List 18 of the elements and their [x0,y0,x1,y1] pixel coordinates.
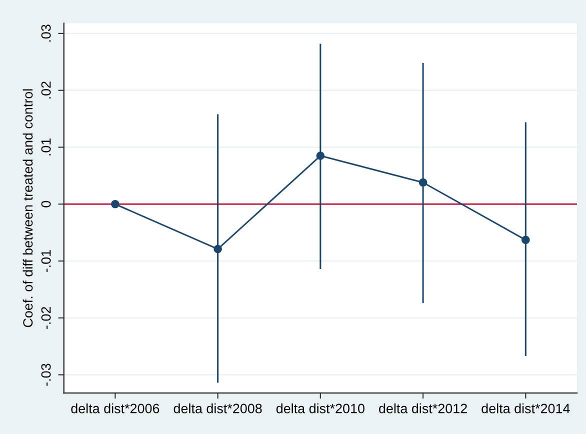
y-tick-label: .01 [41,138,51,156]
point [522,236,530,244]
x-tick-label: delta dist*2014 [482,403,570,414]
x-tick-label: delta dist*2008 [174,403,262,414]
point [316,152,325,160]
y-tick-label: -.02 [41,306,51,329]
y-tick-label: .03 [41,24,51,42]
x-tick-label: delta dist*2010 [276,403,364,414]
y-axis-title: Coef. of diff between treated and control [22,89,33,328]
y-tick-label: -.01 [41,250,51,272]
point [214,244,222,254]
x-tick-label: delta dist*2006 [71,403,160,414]
y-tick-label: 0 [41,200,51,208]
y-tick-label: .02 [41,82,51,98]
point [418,178,428,187]
x-tick-label: delta dist*2012 [379,403,467,414]
y-tick-label: -.03 [41,364,51,386]
point [111,200,120,208]
